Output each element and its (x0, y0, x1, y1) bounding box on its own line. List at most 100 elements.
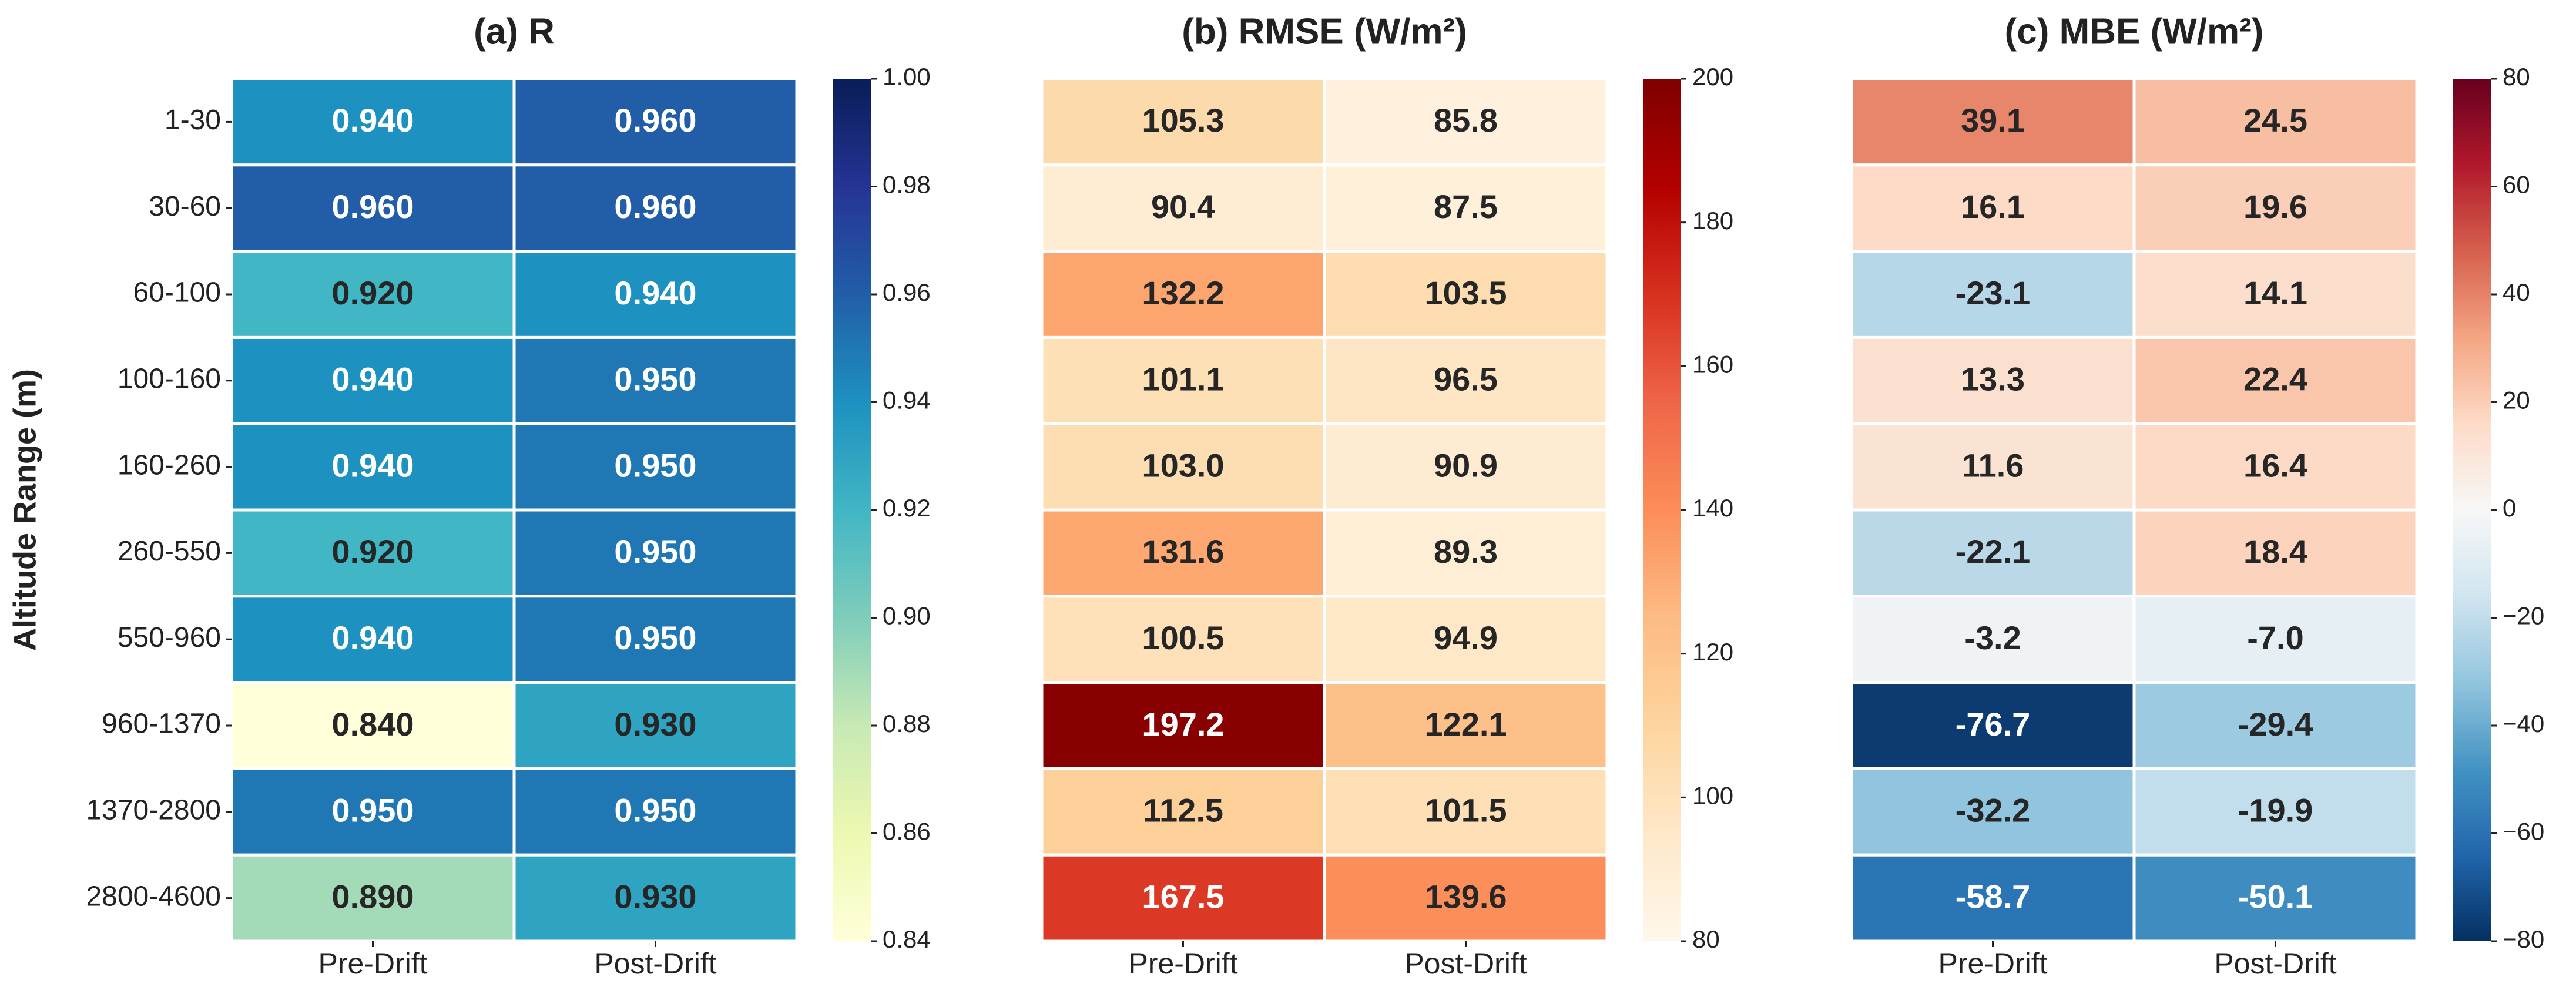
colorbar-tick-label: −20 (2503, 602, 2544, 630)
cell-label: 101.5 (1424, 792, 1507, 829)
colorbar-tick-label: 1.00 (883, 63, 931, 90)
cell-label: 11.6 (1962, 447, 2024, 484)
cell-label: 132.2 (1142, 274, 1224, 311)
colorbar (833, 79, 871, 941)
colorbar-tick-label: 160 (1692, 350, 1733, 378)
colorbar-tick-label: 0.94 (883, 387, 931, 414)
heatmap-cell (1850, 595, 2136, 684)
heatmap-cell (1323, 77, 1609, 167)
y-tick-label: 160-260 (118, 449, 221, 481)
heatmap-cell (2132, 422, 2419, 512)
colorbar-tick-label: 140 (1692, 494, 1733, 522)
cell-label: -29.4 (2238, 706, 2313, 743)
cell-label: 122.1 (1424, 706, 1507, 743)
heatmap-cell (1850, 250, 2136, 339)
heatmap-cell (1040, 767, 1326, 857)
panel-title: (a) R (474, 11, 555, 52)
x-tick-label: Post-Drift (2214, 947, 2336, 980)
heatmap-cell (1323, 508, 1609, 598)
heatmap-cell (1850, 853, 2136, 943)
colorbar-tick-label: 0.98 (883, 171, 931, 199)
colorbar-tick-label: 0.86 (883, 818, 931, 845)
cell-label: 0.960 (614, 188, 696, 225)
heatmap-cell (1323, 681, 1609, 770)
heatmap-cell (1040, 163, 1326, 253)
colorbar (1643, 79, 1681, 941)
colorbar-tick-label: 60 (2503, 171, 2530, 199)
heatmap-cell (2132, 767, 2419, 857)
colorbar-tick-label: 200 (1692, 63, 1733, 90)
cell-label: -76.7 (1956, 706, 2031, 743)
cell-label: 0.950 (331, 792, 414, 829)
colorbar-tick-label: 0 (2503, 494, 2516, 522)
cell-label: 103.5 (1424, 274, 1507, 311)
heatmap-cell (1323, 853, 1609, 943)
y-tick-label: 1-30 (165, 105, 221, 136)
colorbar (2453, 79, 2491, 941)
colorbar-tick-label: 0.96 (883, 278, 931, 306)
heatmap-cell (512, 422, 799, 512)
cell-label: 0.950 (614, 361, 696, 398)
panel-title: (b) RMSE (W/m²) (1182, 11, 1467, 52)
cell-label: 0.940 (331, 102, 414, 139)
heatmap-cell (1040, 681, 1326, 770)
colorbar-tick-label: 0.90 (883, 602, 931, 630)
cell-label: 112.5 (1143, 792, 1223, 829)
cell-label: 22.4 (2243, 361, 2307, 398)
cell-label: 0.940 (331, 361, 414, 398)
cell-label: -58.7 (1956, 878, 2031, 915)
heatmap-cell (2132, 77, 2419, 167)
heatmap-cell (1323, 250, 1609, 339)
y-axis-label: Altitude Range (m) (7, 369, 42, 651)
heatmap-cell (230, 853, 516, 943)
cell-label: 16.1 (1961, 188, 2025, 225)
heatmap-cell (1850, 77, 2136, 167)
cell-label: -3.2 (1964, 619, 2021, 656)
colorbar-tick-label: 80 (1692, 925, 1720, 953)
colorbar-tick-label: 0.92 (883, 494, 931, 522)
x-tick-label: Pre-Drift (1128, 947, 1237, 980)
heatmap-cell (1323, 163, 1609, 253)
panel-title: (c) MBE (W/m²) (2005, 11, 2264, 52)
cell-label: 0.890 (331, 878, 414, 915)
cell-label: 0.920 (331, 274, 414, 311)
cell-label: 0.960 (614, 102, 696, 139)
heatmap-cell (512, 681, 799, 770)
colorbar-tick-label: −60 (2503, 818, 2544, 845)
heatmap-cell (1323, 422, 1609, 512)
colorbar-tick-label: −40 (2503, 710, 2544, 737)
cell-label: 19.6 (2243, 188, 2307, 225)
y-tick-label: 960-1370 (102, 709, 221, 740)
cell-label: 0.920 (331, 533, 414, 570)
y-tick-label: 60-100 (133, 277, 221, 308)
cell-label: 87.5 (1434, 188, 1498, 225)
cell-label: -22.1 (1956, 533, 2031, 570)
heatmap-cell (512, 853, 799, 943)
heatmap-cell (512, 595, 799, 684)
x-tick-label: Post-Drift (594, 947, 716, 980)
cell-label: 0.940 (614, 274, 696, 311)
heatmap-cell (2132, 681, 2419, 770)
cell-label: 94.9 (1434, 619, 1498, 656)
cell-label: 39.1 (1961, 102, 2025, 139)
colorbar-tick-label: 0.88 (883, 710, 931, 737)
cell-label: 105.3 (1142, 102, 1224, 139)
cell-label: 0.840 (331, 706, 414, 743)
heatmap-cell (2132, 335, 2419, 425)
heatmap-cell (2132, 508, 2419, 598)
cell-label: 96.5 (1434, 361, 1498, 398)
cell-label: -19.9 (2238, 792, 2313, 829)
y-tick-label: 2800-4600 (86, 881, 221, 912)
heatmap-cell (1850, 681, 2136, 770)
cell-label: 0.940 (331, 447, 414, 484)
cell-label: 0.960 (331, 188, 414, 225)
y-tick-label: 1370-2800 (86, 794, 221, 825)
cell-label: -50.1 (2238, 878, 2313, 915)
colorbar-tick-label: 180 (1692, 207, 1733, 234)
cell-label: 101.1 (1142, 361, 1224, 398)
cell-label: 0.950 (614, 533, 696, 570)
y-tick-label: 30-60 (149, 191, 221, 222)
cell-label: 197.2 (1142, 706, 1224, 743)
cell-label: 0.930 (614, 878, 696, 915)
